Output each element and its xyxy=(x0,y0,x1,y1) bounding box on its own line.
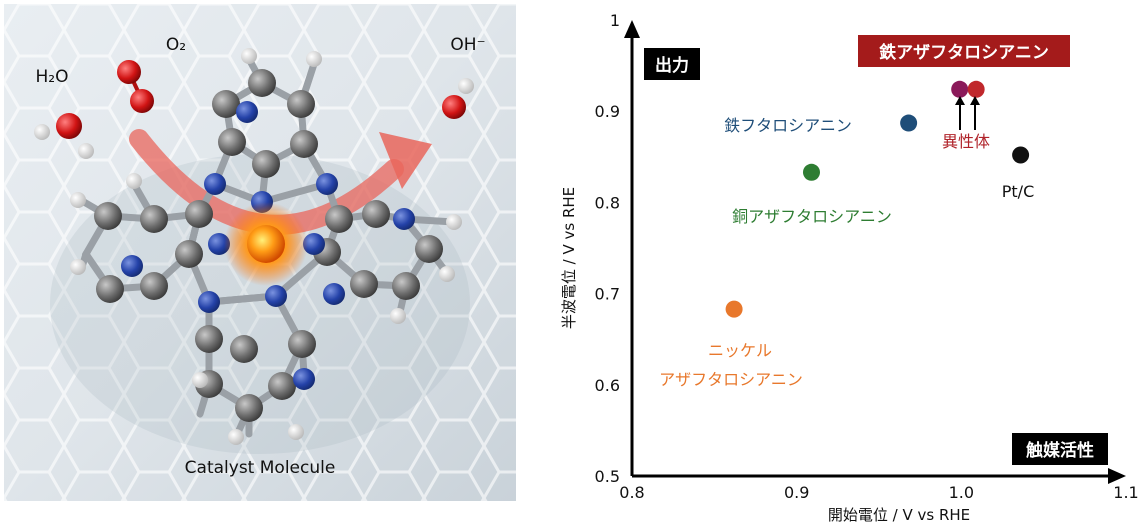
data-points xyxy=(725,80,1030,318)
ni-azapc-label-line1: ニッケル xyxy=(708,341,772,360)
fe-azapc-title-badge: 鉄アザフタロシアニン xyxy=(858,35,1070,67)
y-tick-label: 0.6 xyxy=(595,376,620,395)
activity-badge-text: 触媒活性 xyxy=(1025,440,1094,461)
water-molecule xyxy=(34,113,94,159)
x-tick-label: 0.9 xyxy=(784,483,809,502)
chart-panel: 0.5 0.6 0.7 0.8 0.9 1 0.8 0.9 1.0 1.1 開始電位 / V v… xyxy=(532,0,1141,528)
x-axis-arrow-icon xyxy=(1108,468,1126,484)
x-tick-labels: 0.8 0.9 1.0 1.1 xyxy=(619,483,1138,502)
data-point xyxy=(951,80,969,98)
illustration-caption: Catalyst Molecule xyxy=(185,458,336,478)
hydrogen-atoms xyxy=(70,48,462,445)
y-axis-arrow-icon xyxy=(624,20,640,38)
output-badge-text: 出力 xyxy=(655,55,689,76)
cu-azapc-label: 銅アザフタロシアニン xyxy=(732,207,892,226)
x-tick-label: 1.1 xyxy=(1113,483,1138,502)
iron-atom xyxy=(247,225,285,263)
nitrogen-atoms xyxy=(121,101,415,390)
hydroxide-molecule xyxy=(442,78,474,119)
h2o-label: H₂O xyxy=(36,67,69,87)
x-tick-label: 1.0 xyxy=(949,483,974,502)
isomer-arrow-2-icon xyxy=(970,96,980,105)
x-axis-label: 開始電位 / V vs RHE xyxy=(828,506,970,524)
molecule-image: H₂O O₂ OH⁻ Catalyst Molecule xyxy=(4,4,516,501)
oxygen-molecule xyxy=(117,60,154,113)
output-badge: 出力 xyxy=(644,48,700,80)
y-tick-label: 0.7 xyxy=(595,285,620,304)
data-point xyxy=(900,114,918,132)
isomer-arrow-1-icon xyxy=(955,96,965,105)
data-point xyxy=(725,300,743,318)
isomer-arrows xyxy=(955,96,980,130)
fe-azapc-title: 鉄アザフタロシアニン xyxy=(879,42,1049,63)
catalyst-illustration: H₂O O₂ OH⁻ Catalyst Molecule xyxy=(4,4,516,501)
ni-azapc-label-line2: アザフタロシアニン xyxy=(659,370,803,389)
y-tick-label: 1 xyxy=(610,11,620,30)
carbon-atoms xyxy=(94,69,443,422)
y-tick-label: 0.8 xyxy=(595,193,620,212)
fe-pc-label: 鉄フタロシアニン xyxy=(724,116,852,135)
isomer-label: 異性体 xyxy=(942,132,990,151)
data-point xyxy=(967,80,985,98)
y-tick-label: 0.9 xyxy=(595,102,620,121)
ptc-label: Pt/C xyxy=(1002,182,1034,201)
reaction-arrowhead xyxy=(379,132,432,189)
data-point xyxy=(802,163,820,181)
y-tick-label: 0.5 xyxy=(595,467,620,486)
o2-label: O₂ xyxy=(166,35,186,55)
y-axis-label: 半波電位 / V vs RHE xyxy=(560,187,578,329)
y-tick-labels: 0.5 0.6 0.7 0.8 0.9 1 xyxy=(595,11,620,486)
scatter-chart: 0.5 0.6 0.7 0.8 0.9 1 0.8 0.9 1.0 1.1 開始電位 / V v… xyxy=(560,11,1139,524)
data-point xyxy=(1012,146,1030,164)
oh-label: OH⁻ xyxy=(450,35,485,55)
x-tick-label: 0.8 xyxy=(619,483,644,502)
activity-badge: 触媒活性 xyxy=(1012,433,1108,465)
